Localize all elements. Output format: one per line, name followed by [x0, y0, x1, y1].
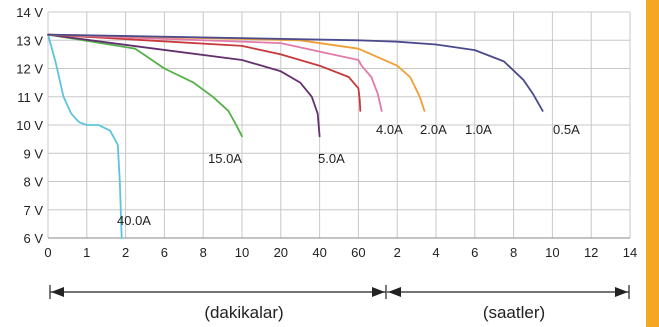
- x-tick-label: 20: [274, 245, 288, 260]
- series-label-15-0a: 15.0A: [208, 151, 242, 166]
- x-tick-label: 4: [432, 245, 439, 260]
- x-tick-label: 2: [394, 245, 401, 260]
- series-line-5-0a: [47, 33, 321, 138]
- x-tick-label: 12: [584, 245, 598, 260]
- series-line-15-0a: [47, 33, 243, 138]
- y-tick-label: 7 V: [23, 203, 43, 218]
- y-tick-label: 9 V: [23, 146, 43, 161]
- x-tick-label: 6: [471, 245, 478, 260]
- series-label-4-0a: 4.0A: [376, 122, 403, 137]
- minutes-range-arrow: [49, 285, 387, 299]
- series-line-1-0a: [47, 33, 426, 112]
- x-tick-label: 10: [545, 245, 559, 260]
- series-label-0-5a: 0.5A: [553, 122, 580, 137]
- hours-range-arrow: [387, 285, 630, 299]
- y-axis-ticks: 14 V 13 V 12 V 11 V 10 V 9 V 8 V 7 V 6 V: [16, 5, 43, 246]
- y-tick-label: 10 V: [16, 118, 43, 133]
- series-line-4-0a: [47, 33, 362, 112]
- x-tick-label: 0: [44, 245, 51, 260]
- y-tick-label: 6 V: [23, 231, 43, 246]
- y-tick-label: 12 V: [16, 62, 43, 77]
- chart-series: [47, 33, 544, 239]
- y-tick-label: 14 V: [16, 5, 43, 20]
- series-label-5-0a: 5.0A: [318, 151, 345, 166]
- series-line-2-0a: [47, 33, 383, 112]
- series-label-40-0a: 40.0A: [117, 213, 151, 228]
- x-tick-label: 1: [83, 245, 90, 260]
- orange-edge-strip: [646, 0, 659, 327]
- x-tick-label: 8: [200, 245, 207, 260]
- x-tick-label: 10: [235, 245, 249, 260]
- series-labels: 40.0A 15.0A 5.0A 4.0A 2.0A 1.0A 0.5A: [117, 122, 580, 228]
- x-tick-label: 60: [351, 245, 365, 260]
- y-tick-label: 8 V: [23, 175, 43, 190]
- series-label-2-0a: 2.0A: [420, 122, 447, 137]
- x-tick-label: 40: [312, 245, 326, 260]
- x-tick-label: 8: [510, 245, 517, 260]
- minutes-range-label: (dakikalar): [204, 303, 283, 322]
- series-label-1-0a: 1.0A: [465, 122, 492, 137]
- x-tick-label: 2: [122, 245, 129, 260]
- x-tick-label: 14: [623, 245, 637, 260]
- x-tick-label: 6: [161, 245, 168, 260]
- y-tick-label: 11 V: [17, 90, 43, 105]
- series-line-0-5a: [47, 33, 544, 112]
- y-tick-label: 13 V: [16, 33, 43, 48]
- x-axis-ticks: 0 1 2 6 8 10 20 40 60 2 4 6 8 10 12 14: [44, 245, 637, 260]
- series-line-40-0a: [47, 33, 123, 239]
- hours-range-label: (saatler): [483, 303, 545, 322]
